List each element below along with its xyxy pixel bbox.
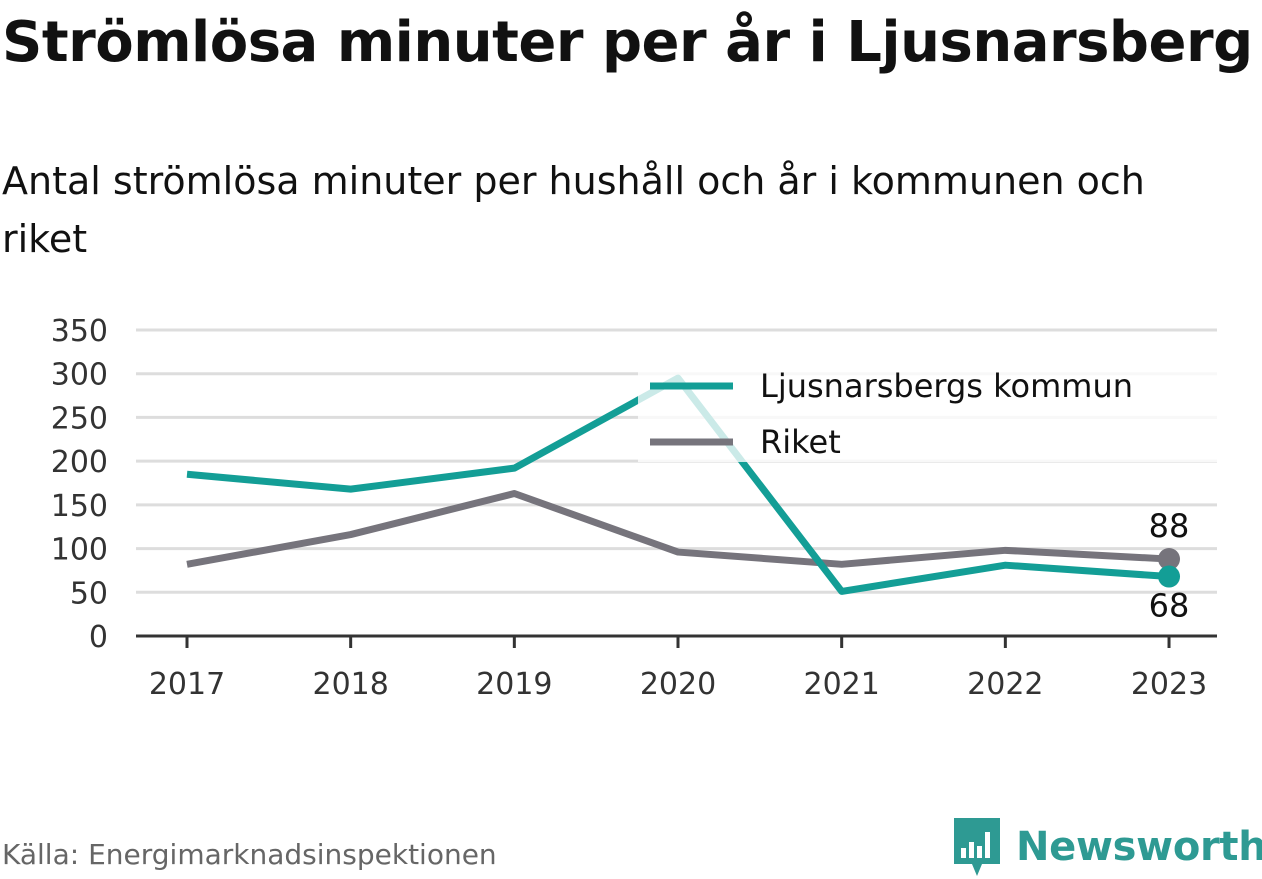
newsworthy-logo-icon [954,818,1000,876]
brand-name: Newsworthy [1016,824,1262,870]
x-tick-label: 2021 [804,667,880,702]
x-tick-label: 2023 [1131,667,1207,702]
legend-label-riket: Riket [760,423,841,461]
brand-logo: Newsworthy [952,816,1262,878]
y-tick-label: 150 [51,489,108,524]
y-tick-label: 200 [51,445,108,480]
x-tick-label: 2017 [149,667,225,702]
y-tick-label: 50 [70,576,108,611]
legend: Ljusnarsbergs kommun Riket [638,362,1220,462]
legend-box [638,362,1220,462]
legend-label-kommun: Ljusnarsbergs kommun [760,367,1133,405]
source-note: Källa: Energimarknadsinspektionen [2,838,497,871]
y-tick-label: 0 [89,620,108,655]
y-tick-label: 300 [51,358,108,393]
x-tick-label: 2018 [312,667,388,702]
end-label-riket: 88 [1149,507,1190,545]
chart-title: Strömlösa minuter per år i Ljusnarsberg [2,10,1253,75]
chart-subtitle: Antal strömlösa minuter per hushåll och … [2,159,1145,261]
x-tick-label: 2022 [967,667,1043,702]
end-marker-riket [1158,548,1181,571]
y-axis-ticks: 0 50 100 150 200 250 300 350 [51,314,108,655]
end-labels: 88 68 [1149,507,1190,624]
x-axis: 2017 2018 2019 2020 2021 2022 2023 [136,634,1217,702]
x-tick-label: 2019 [476,667,552,702]
y-tick-label: 250 [51,401,108,436]
end-label-kommun: 68 [1149,587,1190,625]
end-marker-kommun [1158,565,1181,588]
y-tick-label: 100 [51,533,108,568]
x-tick-label: 2020 [640,667,716,702]
y-tick-label: 350 [51,314,108,349]
